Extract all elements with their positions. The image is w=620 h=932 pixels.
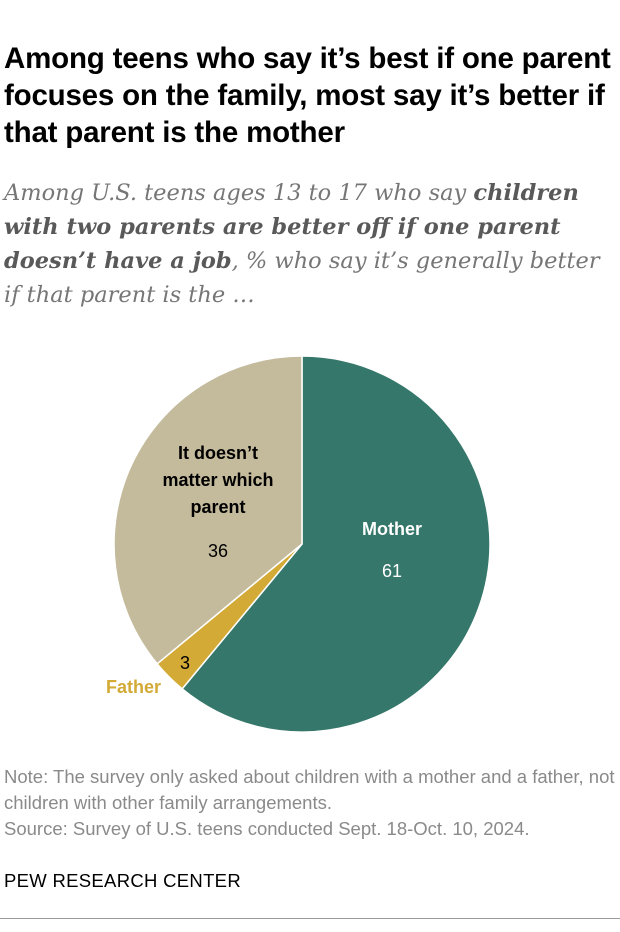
bottom-rule — [0, 918, 620, 919]
slice-value-father: 3 — [180, 653, 190, 673]
source-text: Source: Survey of U.S. teens conducted S… — [4, 818, 530, 839]
note-text: Note: The survey only asked about childr… — [4, 766, 615, 813]
chart-subtitle: Among U.S. teens ages 13 to 17 who say c… — [4, 176, 616, 312]
subtitle-rest: , % who say it’s generally better if tha… — [4, 248, 600, 308]
slice-label-it-doesn-t-matter-which-parent-line-2: matter which — [162, 470, 273, 490]
subtitle-intro: Among U.S. teens ages 13 to 17 who say — [4, 180, 474, 206]
slice-label-father: Father — [106, 677, 161, 697]
pie-slice-mother — [181, 355, 491, 733]
slice-label-it-doesn-t-matter-which-parent-line-1: It doesn’t — [178, 443, 258, 463]
subtitle-emphasis: children with two parents are better off… — [4, 180, 579, 274]
slice-label-mother: Mother — [362, 519, 422, 539]
pie-slice-it-doesn-t-matter-which-parent — [113, 355, 303, 665]
note-block: Note: The survey only asked about childr… — [4, 764, 616, 842]
pie-chart: Mother 61 Father 3 It doesn’t matter which par… — [106, 355, 491, 733]
pie-slices — [113, 355, 491, 733]
credit-text: PEW RESEARCH CENTER — [4, 870, 241, 891]
slice-value-it-doesn-t-matter-which-parent: 36 — [208, 541, 228, 561]
chart-title: Among teens who say it’s best if one par… — [4, 42, 611, 149]
slice-label-it-doesn-t-matter-which-parent-line-3: parent — [190, 497, 245, 517]
pie-labels: Mother 61 Father 3 It doesn’t matter which par… — [106, 443, 422, 697]
slice-value-mother: 61 — [382, 561, 402, 581]
